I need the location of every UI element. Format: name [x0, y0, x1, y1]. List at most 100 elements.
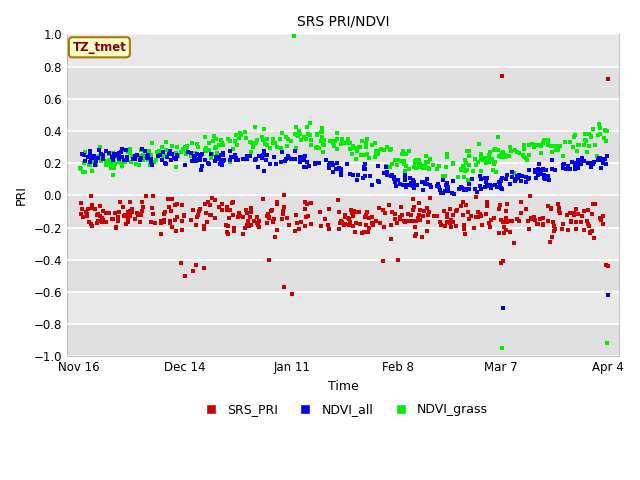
- Point: [393, 256, 403, 264]
- Point: [340, 211, 350, 218]
- Point: [100, 218, 111, 226]
- Point: [158, 216, 168, 224]
- Point: [130, 155, 140, 163]
- Point: [397, 211, 408, 218]
- Point: [379, 224, 389, 231]
- Point: [106, 149, 116, 157]
- Point: [303, 162, 314, 170]
- Point: [317, 136, 328, 144]
- Point: [337, 140, 347, 147]
- Point: [97, 207, 108, 215]
- Point: [590, 142, 600, 149]
- Point: [84, 158, 95, 166]
- Point: [182, 143, 192, 150]
- Point: [395, 180, 405, 188]
- Point: [460, 230, 470, 238]
- Point: [323, 221, 333, 228]
- Point: [423, 218, 433, 226]
- Point: [104, 150, 115, 157]
- Point: [512, 172, 522, 180]
- Point: [177, 217, 188, 225]
- Point: [135, 156, 145, 164]
- Point: [396, 204, 406, 211]
- Point: [392, 219, 402, 227]
- Point: [390, 216, 400, 223]
- Point: [358, 151, 369, 158]
- Point: [432, 182, 442, 190]
- Point: [262, 212, 272, 220]
- Point: [113, 213, 123, 221]
- Point: [189, 153, 199, 161]
- Point: [558, 165, 568, 172]
- Point: [350, 228, 360, 236]
- Point: [242, 153, 252, 160]
- Point: [319, 136, 329, 144]
- Point: [121, 220, 131, 228]
- Point: [475, 172, 485, 180]
- Point: [282, 143, 292, 150]
- Point: [481, 159, 491, 167]
- Point: [90, 161, 100, 169]
- Point: [510, 178, 520, 185]
- Point: [250, 156, 260, 164]
- Point: [501, 226, 511, 234]
- Point: [158, 152, 168, 160]
- Point: [544, 176, 554, 183]
- Point: [558, 152, 568, 160]
- Point: [493, 147, 504, 155]
- Point: [585, 229, 595, 237]
- Point: [172, 213, 182, 220]
- X-axis label: Time: Time: [328, 380, 358, 393]
- Point: [350, 144, 360, 152]
- Point: [178, 145, 188, 153]
- Point: [461, 147, 472, 155]
- Point: [328, 139, 339, 146]
- Point: [238, 230, 248, 238]
- Point: [583, 220, 593, 228]
- Point: [399, 217, 409, 225]
- Bar: [67, 292, 620, 324]
- Point: [506, 217, 516, 225]
- Point: [192, 155, 202, 162]
- Point: [451, 207, 461, 215]
- Point: [577, 160, 587, 168]
- Point: [388, 173, 399, 181]
- Point: [244, 222, 255, 229]
- Point: [374, 179, 384, 186]
- Point: [248, 217, 259, 225]
- Point: [415, 216, 425, 224]
- Point: [526, 215, 536, 222]
- Point: [496, 151, 506, 159]
- Point: [216, 136, 227, 144]
- Point: [506, 180, 516, 188]
- Point: [355, 220, 365, 228]
- Point: [268, 206, 278, 214]
- Point: [506, 217, 516, 225]
- Point: [538, 214, 548, 222]
- Point: [134, 218, 145, 226]
- Point: [165, 147, 175, 155]
- Point: [241, 206, 252, 214]
- Point: [538, 220, 548, 228]
- Point: [318, 139, 328, 147]
- Point: [501, 214, 511, 222]
- Point: [543, 202, 554, 209]
- Point: [359, 163, 369, 170]
- Point: [303, 131, 314, 138]
- Point: [279, 203, 289, 210]
- Point: [211, 143, 221, 150]
- Point: [574, 141, 584, 149]
- Point: [598, 159, 609, 167]
- Point: [320, 215, 330, 222]
- Point: [588, 125, 598, 132]
- Point: [490, 181, 500, 189]
- Point: [490, 158, 500, 166]
- Point: [360, 160, 371, 168]
- Point: [524, 142, 534, 149]
- Point: [527, 215, 537, 223]
- Point: [429, 213, 440, 220]
- Point: [496, 153, 506, 161]
- Point: [566, 218, 577, 226]
- Point: [547, 233, 557, 241]
- Point: [425, 181, 435, 189]
